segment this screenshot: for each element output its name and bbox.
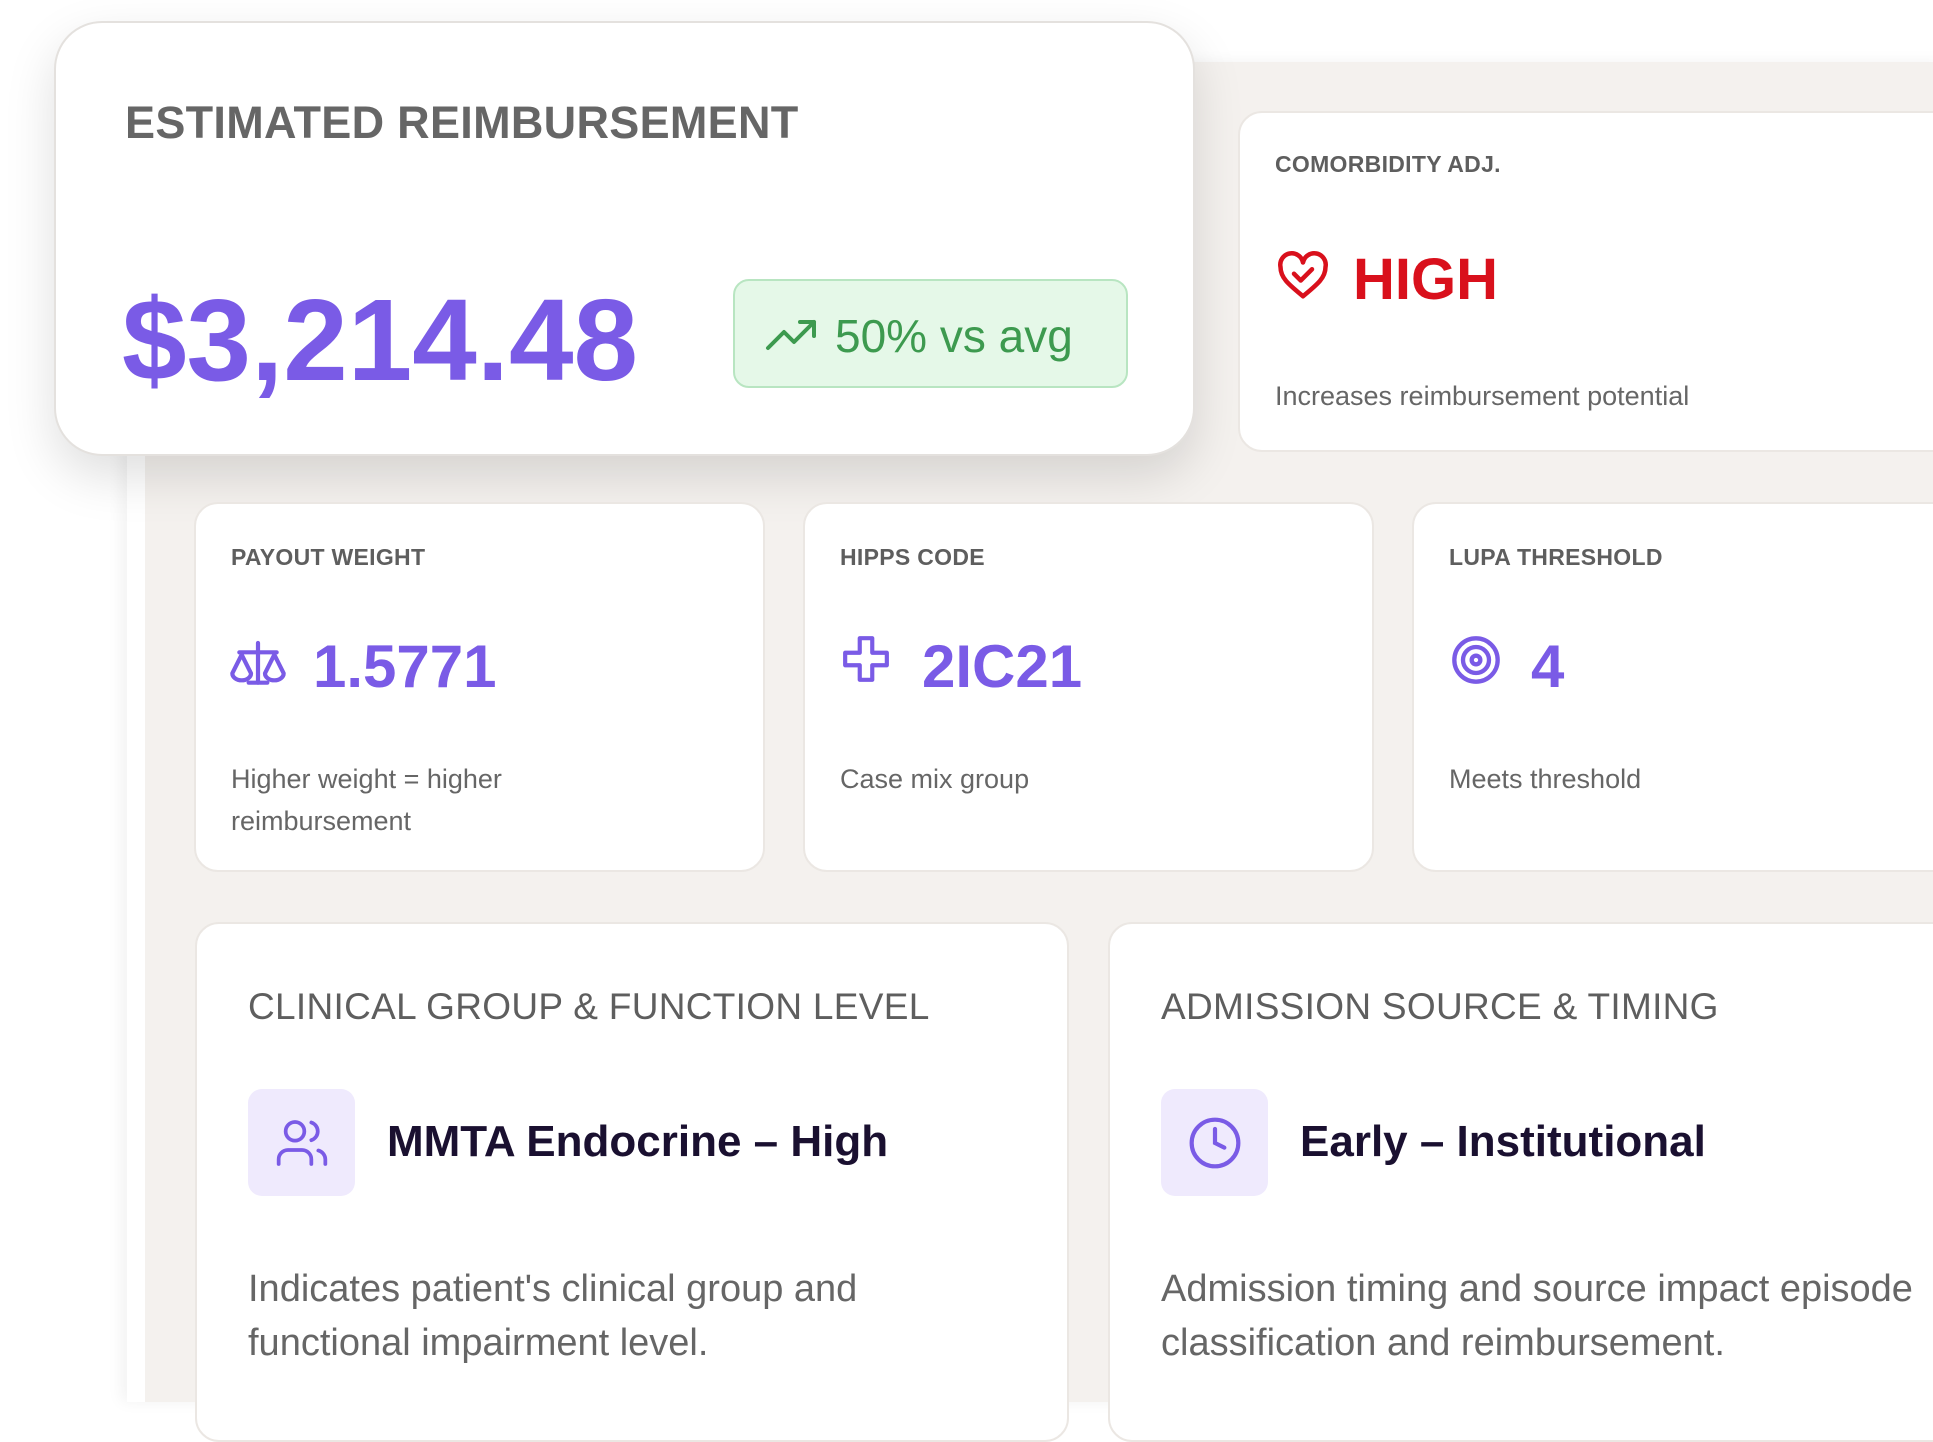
- amount: $3,214.48: [122, 275, 639, 405]
- metric-value: 2IC21: [922, 633, 1083, 700]
- scale-icon: [230, 640, 286, 685]
- card-label: HIPPS CODE: [840, 544, 985, 570]
- trend-badge: 50% vs avg: [733, 279, 1128, 388]
- users-icon: [276, 1120, 328, 1166]
- card-description: Indicates patient's clinical group and f…: [248, 1268, 858, 1364]
- metric-value: 4: [1531, 633, 1565, 700]
- card-label: PAYOUT WEIGHT: [231, 544, 426, 570]
- metric-value: 1.5771: [313, 633, 497, 700]
- detail-card: ADMISSION SOURCE & TIMING Early – Instit…: [1108, 922, 1933, 1442]
- detail-title: MMTA Endocrine – High: [387, 1117, 889, 1166]
- trend-icon: [766, 320, 816, 350]
- comorbidity-value: HIGH: [1353, 247, 1498, 312]
- clock-icon: [1189, 1117, 1241, 1169]
- card-description: Admission timing and source impact episo…: [1161, 1268, 1913, 1364]
- detail-title: Early – Institutional: [1300, 1117, 1706, 1166]
- reimbursement-card: ESTIMATED REIMBURSEMENT $3,214.48 50% vs…: [54, 21, 1195, 456]
- card-description: Higher weight = higher reimbursement: [231, 764, 502, 836]
- card-description: Increases reimbursement potential: [1275, 381, 1690, 411]
- card-description: Case mix group: [840, 764, 1030, 794]
- card-description: Meets threshold: [1449, 764, 1642, 794]
- card-heading: ADMISSION SOURCE & TIMING: [1161, 986, 1719, 1027]
- target-icon: [1452, 636, 1500, 684]
- comorbidity-card: COMORBIDITY ADJ. HIGH Increases reimburs…: [1238, 111, 1933, 452]
- plus-icon: [843, 636, 889, 682]
- detail-card: CLINICAL GROUP & FUNCTION LEVEL MMTA End…: [195, 922, 1069, 1442]
- metric-card: LUPA THRESHOLD 4 Meets threshold: [1412, 502, 1933, 872]
- icon-box: [1161, 1089, 1268, 1196]
- badge-text: 50% vs avg: [835, 310, 1073, 362]
- card-heading: CLINICAL GROUP & FUNCTION LEVEL: [248, 986, 930, 1027]
- heart-icon: [1278, 251, 1328, 299]
- card-label: LUPA THRESHOLD: [1449, 544, 1663, 570]
- card-label: COMORBIDITY ADJ.: [1275, 151, 1501, 177]
- metric-card: PAYOUT WEIGHT 1.5771 Higher weight = hig…: [194, 502, 765, 872]
- page: ESTIMATED REIMBURSEMENT $3,214.48 50% vs…: [54, 21, 1933, 1442]
- card-label: ESTIMATED REIMBURSEMENT: [125, 97, 799, 148]
- icon-box: [248, 1089, 355, 1196]
- metric-card: HIPPS CODE 2IC21 Case mix group: [803, 502, 1374, 872]
